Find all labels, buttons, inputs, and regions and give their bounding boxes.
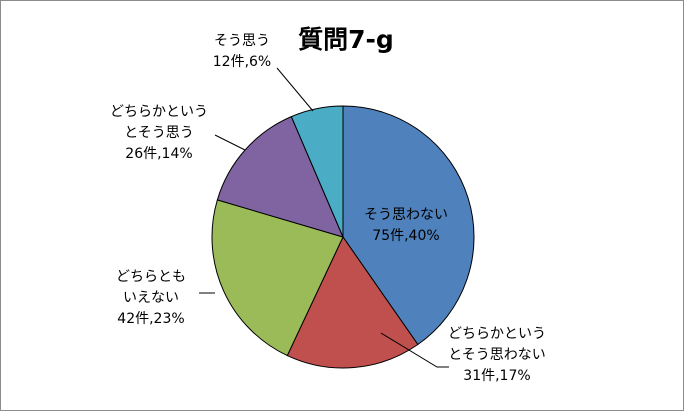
slice-label-4: どちらかというとそう思う 26件,14% bbox=[110, 104, 208, 162]
slice-label-line: とそう思う bbox=[124, 125, 194, 141]
slice-label-line: 26件,14% bbox=[125, 146, 192, 162]
slice-label-line: どちらとも bbox=[116, 269, 186, 285]
pie-slice-5 bbox=[290, 105, 344, 238]
chart-title: 質問7-g bbox=[298, 25, 394, 54]
leader-line-4 bbox=[214, 134, 246, 151]
pie-slice-1 bbox=[342, 105, 475, 346]
slice-label-line: 42件,23% bbox=[117, 311, 184, 327]
slice-label-line: いえない bbox=[123, 290, 179, 306]
slice-label-line: そう思う bbox=[214, 33, 270, 49]
leader-lines bbox=[199, 67, 449, 368]
slice-label-line: 31件,17% bbox=[463, 368, 530, 384]
slice-label-2: どちらかというとそう思わない 31件,17% bbox=[448, 326, 546, 384]
slice-label-line: どちらかという bbox=[110, 104, 208, 120]
slice-label-1: そう思わない 75件,40% bbox=[364, 207, 448, 244]
slice-labels: そう思わない 75件,40%どちらかというとそう思わない 31件,17%どちらともい… bbox=[110, 33, 546, 384]
pie-slice-3 bbox=[211, 199, 344, 357]
slice-label-line: そう思わない bbox=[364, 207, 448, 223]
slice-label-line: 75件,40% bbox=[372, 228, 439, 244]
slice-label-line: とそう思わない bbox=[448, 347, 546, 363]
slice-label-line: どちらかという bbox=[448, 326, 546, 342]
slice-label-5: そう思う 12件,6% bbox=[213, 33, 271, 70]
leader-line-2 bbox=[380, 332, 449, 368]
pie-slice-4 bbox=[216, 115, 344, 238]
leader-line-5 bbox=[276, 67, 314, 112]
slice-label-3: どちらともいえない 42件,23% bbox=[116, 269, 186, 327]
slice-label-line: 12件,6% bbox=[213, 54, 271, 70]
